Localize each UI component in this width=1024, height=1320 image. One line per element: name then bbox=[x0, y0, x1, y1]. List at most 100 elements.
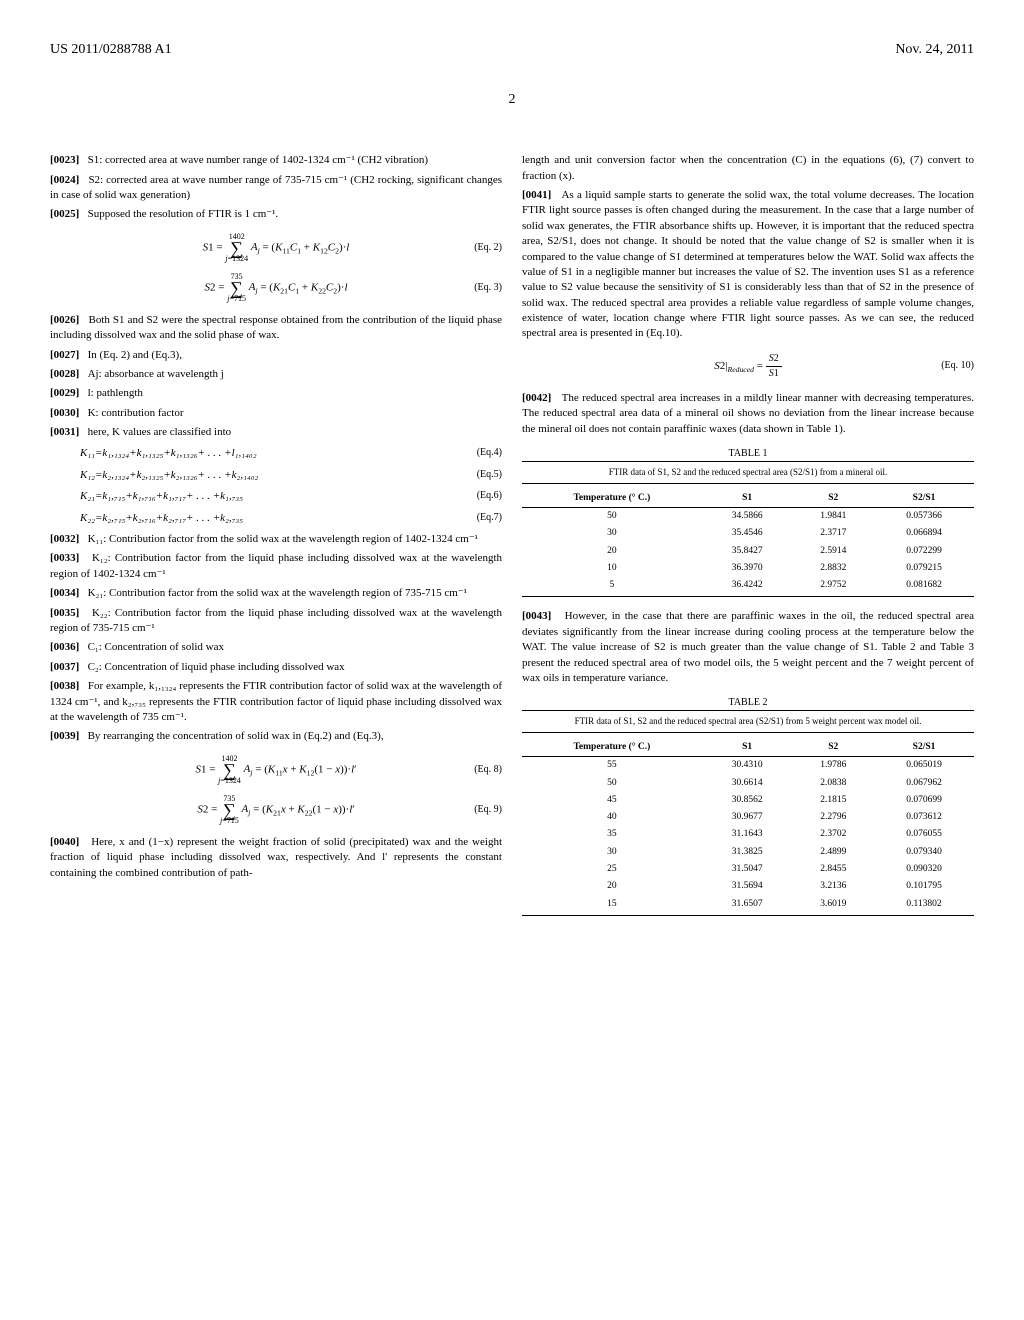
table-cell: 50 bbox=[522, 507, 702, 525]
table-header-cell: Temperature (° C.) bbox=[522, 490, 702, 508]
table-cell: 0.072299 bbox=[874, 543, 974, 560]
table-row: 5530.43101.97860.065019 bbox=[522, 757, 974, 775]
table-row: 3035.45462.37170.066894 bbox=[522, 525, 974, 542]
table-cell: 0.113802 bbox=[874, 896, 974, 916]
equation-2: S1 = 1402∑j=1324 Aj = (K11C1 + K12C2)·l … bbox=[50, 233, 502, 263]
para-0033: [0033] K₁₂: Contribution factor from the… bbox=[50, 551, 502, 582]
table-cell: 10 bbox=[522, 560, 702, 577]
equation-7: K₂₂=k₂,₇₁₅+k₂,₇₁₆+k₂,₇₁₇+ . . . +k₂,₇₃₅(… bbox=[80, 511, 502, 526]
table-cell: 35 bbox=[522, 826, 702, 843]
table-row: 2531.50472.84550.090320 bbox=[522, 861, 974, 878]
table-cell: 1.9841 bbox=[793, 507, 875, 525]
para-0028: [0028] Aj: absorbance at wavelength j bbox=[50, 367, 502, 382]
table-cell: 36.4242 bbox=[702, 577, 793, 597]
table-cell: 0.070699 bbox=[874, 792, 974, 809]
table-1: Temperature (° C.)S1S2S2/S1 5034.58661.9… bbox=[522, 490, 974, 598]
table-header-cell: S2 bbox=[793, 739, 875, 757]
table-2: Temperature (° C.)S1S2S2/S1 5530.43101.9… bbox=[522, 739, 974, 916]
table1-caption: FTIR data of S1, S2 and the reduced spec… bbox=[522, 461, 974, 484]
table-cell: 50 bbox=[522, 775, 702, 792]
table-cell: 20 bbox=[522, 543, 702, 560]
equation-10: S2|Reduced = S2S1 (Eq. 10) bbox=[522, 352, 974, 381]
table-cell: 25 bbox=[522, 861, 702, 878]
table-cell: 31.3825 bbox=[702, 844, 793, 861]
table-cell: 31.1643 bbox=[702, 826, 793, 843]
table-cell: 0.065019 bbox=[874, 757, 974, 775]
table-cell: 31.5694 bbox=[702, 878, 793, 895]
table-cell: 36.3970 bbox=[702, 560, 793, 577]
para-0040-cont: length and unit conversion factor when t… bbox=[522, 153, 974, 184]
table-cell: 2.3717 bbox=[793, 525, 875, 542]
table-cell: 20 bbox=[522, 878, 702, 895]
para-0025: [0025] Supposed the resolution of FTIR i… bbox=[50, 207, 502, 222]
table-row: 2031.56943.21360.101795 bbox=[522, 878, 974, 895]
table-header-cell: S1 bbox=[702, 490, 793, 508]
equation-8: S1 = 1402∑j=1324 Aj = (K11x + K12(1 − x)… bbox=[50, 755, 502, 785]
right-column: length and unit conversion factor when t… bbox=[522, 149, 974, 928]
table-cell: 0.073612 bbox=[874, 809, 974, 826]
para-0026: [0026] Both S1 and S2 were the spectral … bbox=[50, 313, 502, 344]
para-0023: [0023] S1: corrected area at wave number… bbox=[50, 153, 502, 168]
table-cell: 3.2136 bbox=[793, 878, 875, 895]
table-header-cell: S2 bbox=[793, 490, 875, 508]
table-cell: 30 bbox=[522, 844, 702, 861]
table-header-cell: S1 bbox=[702, 739, 793, 757]
para-0041: [0041] As a liquid sample starts to gene… bbox=[522, 188, 974, 342]
table-cell: 30 bbox=[522, 525, 702, 542]
para-0037: [0037] C₂: Concentration of liquid phase… bbox=[50, 660, 502, 675]
table-cell: 30.4310 bbox=[702, 757, 793, 775]
table-cell: 2.2796 bbox=[793, 809, 875, 826]
table-cell: 30.6614 bbox=[702, 775, 793, 792]
table2-caption: FTIR data of S1, S2 and the reduced spec… bbox=[522, 710, 974, 733]
table-cell: 0.081682 bbox=[874, 577, 974, 597]
para-0035: [0035] K₂₂: Contribution factor from the… bbox=[50, 606, 502, 637]
para-0038: [0038] For example, k₁,₁₃₂₄ represents t… bbox=[50, 679, 502, 725]
table-cell: 55 bbox=[522, 757, 702, 775]
left-column: [0023] S1: corrected area at wave number… bbox=[50, 149, 502, 928]
equation-3: S2 = 735∑j=715 Aj = (K21C1 + K22C2)·l (E… bbox=[50, 273, 502, 303]
table-cell: 45 bbox=[522, 792, 702, 809]
table-header-cell: S2/S1 bbox=[874, 739, 974, 757]
para-0031: [0031] here, K values are classified int… bbox=[50, 425, 502, 440]
table-cell: 30.8562 bbox=[702, 792, 793, 809]
table2-title: TABLE 2 bbox=[522, 696, 974, 710]
page-header: US 2011/0288788 A1 Nov. 24, 2011 bbox=[50, 40, 974, 60]
table-header-cell: Temperature (° C.) bbox=[522, 739, 702, 757]
para-0027: [0027] In (Eq. 2) and (Eq.3), bbox=[50, 348, 502, 363]
equation-6: K₂₁=k₁,₇₁₅+k₁,₇₁₆+k₁,₇₁₇+ . . . +k₁,₇₃₅(… bbox=[80, 489, 502, 504]
doc-number: US 2011/0288788 A1 bbox=[50, 40, 172, 60]
table-cell: 2.3702 bbox=[793, 826, 875, 843]
equation-5: K₁₂=k₂,₁₃₂₄+k₂,₁₃₂₅+k₂,₁₃₂₆+ . . . +k₂,₁… bbox=[80, 468, 502, 483]
table-cell: 0.090320 bbox=[874, 861, 974, 878]
table-cell: 34.5866 bbox=[702, 507, 793, 525]
table-row: 4530.85622.18150.070699 bbox=[522, 792, 974, 809]
table-cell: 2.4899 bbox=[793, 844, 875, 861]
table-cell: 0.101795 bbox=[874, 878, 974, 895]
table-cell: 35.4546 bbox=[702, 525, 793, 542]
table-row: 5030.66142.08380.067962 bbox=[522, 775, 974, 792]
table-cell: 0.057366 bbox=[874, 507, 974, 525]
para-0034: [0034] K₂₁: Contribution factor from the… bbox=[50, 586, 502, 601]
table-row: 2035.84272.59140.072299 bbox=[522, 543, 974, 560]
table-cell: 2.9752 bbox=[793, 577, 875, 597]
table-cell: 0.076055 bbox=[874, 826, 974, 843]
table-cell: 0.067962 bbox=[874, 775, 974, 792]
table-row: 536.42422.97520.081682 bbox=[522, 577, 974, 597]
table-cell: 0.079215 bbox=[874, 560, 974, 577]
equation-9: S2 = 735∑j=715 Aj = (K21x + K22(1 − x))·… bbox=[50, 795, 502, 825]
page-number: 2 bbox=[50, 90, 974, 110]
para-0036: [0036] C₁: Concentration of solid wax bbox=[50, 640, 502, 655]
para-0029: [0029] l: pathlength bbox=[50, 386, 502, 401]
table-cell: 2.5914 bbox=[793, 543, 875, 560]
para-0024: [0024] S2: corrected area at wave number… bbox=[50, 173, 502, 204]
table-row: 5034.58661.98410.057366 bbox=[522, 507, 974, 525]
para-0042: [0042] The reduced spectral area increas… bbox=[522, 391, 974, 437]
table-cell: 35.8427 bbox=[702, 543, 793, 560]
table-row: 1531.65073.60190.113802 bbox=[522, 896, 974, 916]
table-cell: 0.079340 bbox=[874, 844, 974, 861]
table1-title: TABLE 1 bbox=[522, 447, 974, 461]
table-cell: 2.0838 bbox=[793, 775, 875, 792]
table-cell: 3.6019 bbox=[793, 896, 875, 916]
table-cell: 30.9677 bbox=[702, 809, 793, 826]
para-0032: [0032] K₁₁: Contribution factor from the… bbox=[50, 532, 502, 547]
